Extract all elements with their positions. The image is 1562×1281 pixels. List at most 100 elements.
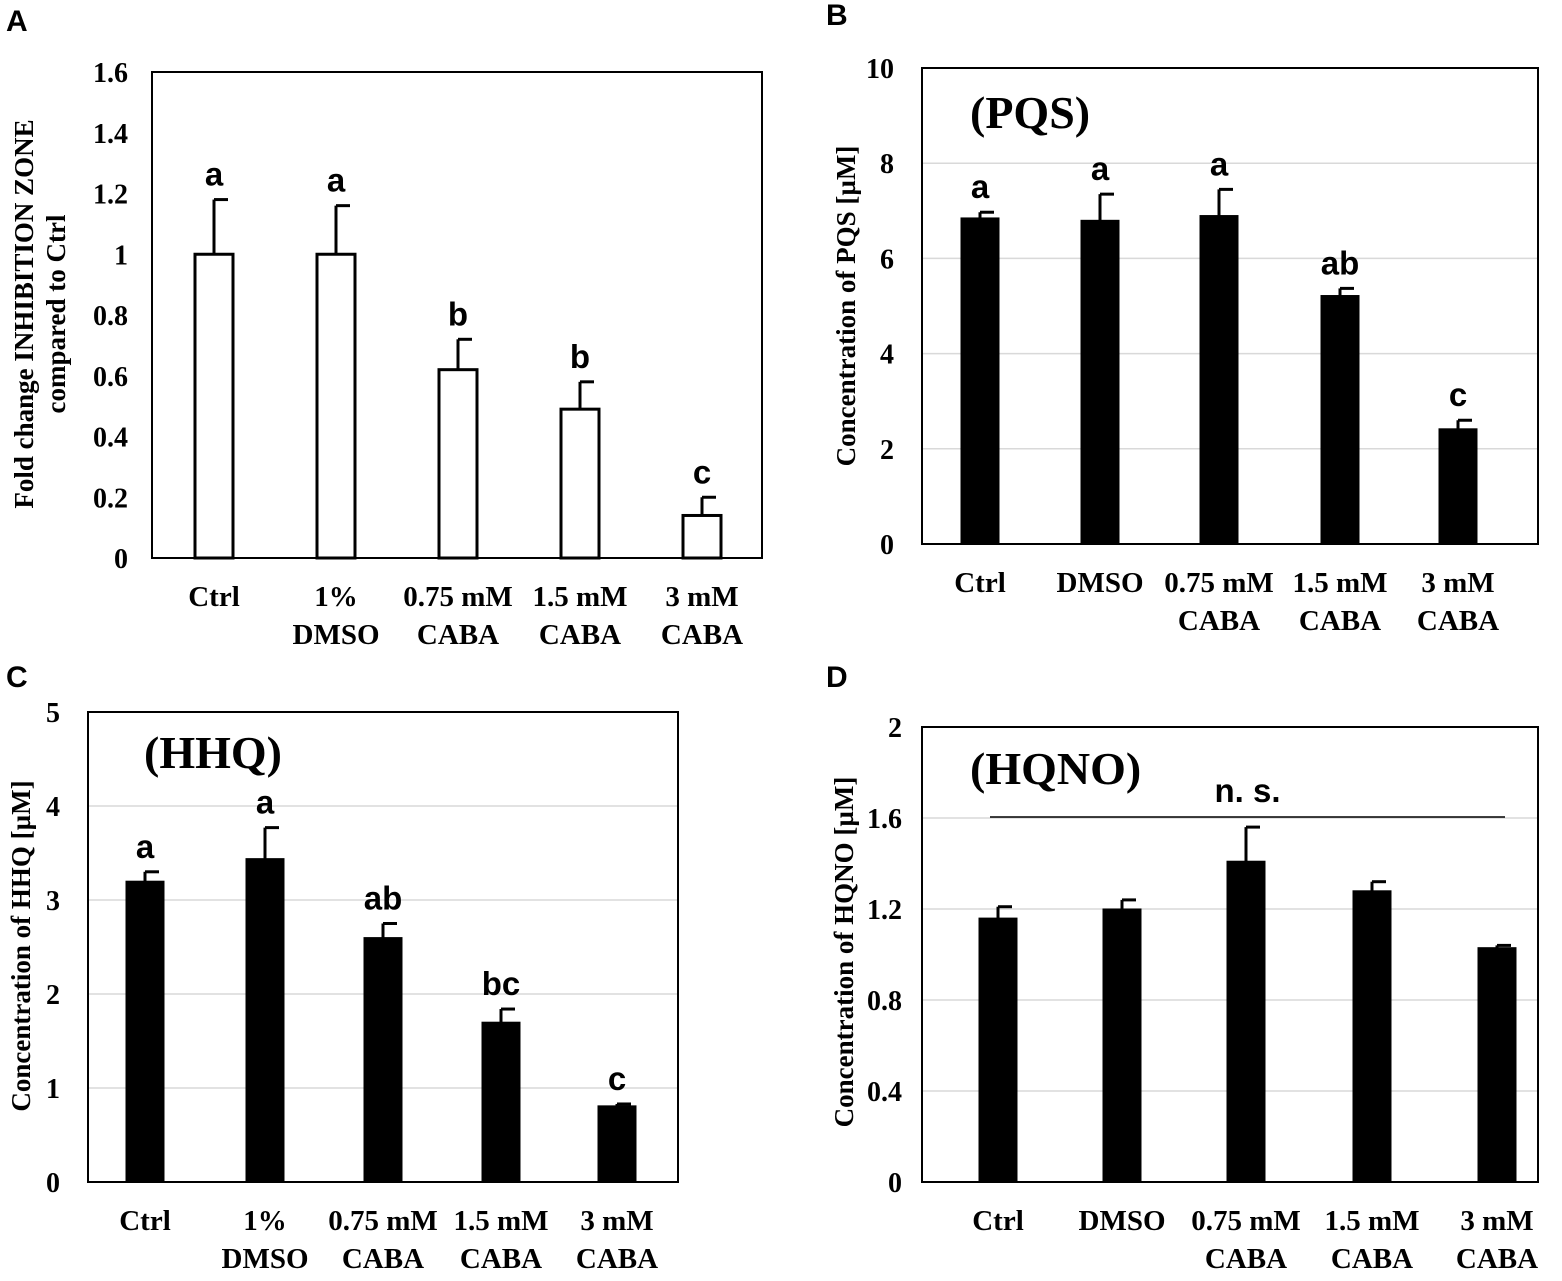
panel-d: D 0 0.4 0.8 1.2 1.6 2 Concentration of HQNO [µM…	[826, 661, 1539, 1275]
y-tick-label: 0.4	[867, 1077, 902, 1108]
y-tick-label: 1.2	[867, 895, 902, 926]
bar	[125, 880, 165, 1183]
significance-letter: b	[570, 338, 590, 375]
x-tick-label: 1.5 mM	[1292, 567, 1387, 599]
y-tick-label: 4	[880, 340, 894, 371]
y-tick-label: 10	[866, 54, 894, 85]
y-axis-label-line: Concentration of HQNO [µM]	[829, 777, 859, 1128]
significance-letter: c	[1449, 376, 1467, 413]
significance-letter: bc	[482, 965, 521, 1002]
bar	[1199, 215, 1239, 545]
y-axis-label-line: Concentration of PQS [µM]	[831, 146, 861, 467]
bar	[481, 1021, 521, 1183]
bar	[1320, 295, 1360, 545]
chart-title: (HHQ)	[144, 727, 282, 778]
y-tick-label: 1	[114, 240, 128, 271]
bar	[978, 917, 1018, 1183]
y-axis-label: Concentration of HHQ [µM]	[6, 780, 36, 1111]
significance-letter: a	[256, 784, 275, 821]
y-tick-label: 4	[46, 792, 60, 823]
y-tick-label: 1.6	[93, 58, 128, 89]
panel-label: B	[826, 0, 848, 32]
y-axis-label: Concentration of HQNO [µM]	[829, 777, 859, 1128]
significance-letter: a	[971, 168, 990, 205]
y-tick-label: 0.8	[867, 986, 902, 1017]
y-tick-label: 0.8	[93, 301, 128, 332]
x-tick-label: 3 mM	[665, 581, 738, 613]
x-tick-label: CABA	[539, 619, 621, 651]
x-tick-label: 1%	[243, 1205, 287, 1237]
x-tick-label: CABA	[661, 619, 743, 651]
y-axis-label: Fold change INHIBITION ZONE compared to C…	[9, 119, 71, 508]
panel-b: B 0 2 4 6 8 10 Concentration of PQS [µM] a Ctrl a D…	[826, 0, 1539, 637]
x-tick-label: Ctrl	[188, 581, 240, 613]
x-tick-label: 1%	[314, 581, 358, 613]
y-tick-label: 0.4	[93, 423, 128, 454]
significance-letter: a	[205, 156, 224, 193]
bar	[193, 252, 235, 560]
x-tick-label: 1.5 mM	[532, 581, 627, 613]
x-tick-label: 1.5 mM	[453, 1205, 548, 1237]
y-tick-label: 8	[880, 149, 894, 180]
x-tick-label: CABA	[1178, 605, 1260, 637]
x-tick-label: CABA	[460, 1243, 542, 1275]
bar	[1080, 219, 1120, 545]
significance-letter: c	[608, 1060, 626, 1097]
y-tick-label: 0	[888, 1168, 902, 1199]
x-tick-label: 0.75 mM	[403, 581, 513, 613]
y-axis-label: Concentration of PQS [µM]	[831, 146, 861, 467]
y-tick-label: 2	[46, 980, 60, 1011]
x-tick-label: 1.5 mM	[1324, 1205, 1419, 1237]
significance-annotation: n. s.	[1214, 772, 1280, 809]
x-tick-label: CABA	[1456, 1243, 1538, 1275]
x-tick-label: CABA	[1299, 605, 1381, 637]
y-tick-label: 5	[46, 698, 60, 729]
x-tick-label: DMSO	[1079, 1205, 1166, 1237]
x-tick-label: 0.75 mM	[328, 1205, 438, 1237]
y-axis-label-line: Concentration of HHQ [µM]	[6, 780, 36, 1111]
x-tick-label: 0.75 mM	[1191, 1205, 1301, 1237]
bar	[1438, 428, 1478, 545]
significance-letter: b	[448, 295, 468, 332]
bar	[1352, 890, 1392, 1183]
bar	[315, 252, 357, 560]
y-axis-label-line: compared to Ctrl	[41, 214, 71, 413]
y-tick-label: 6	[880, 244, 894, 275]
bar	[245, 858, 285, 1183]
y-tick-label: 0.2	[93, 483, 128, 514]
y-tick-label: 0	[46, 1168, 60, 1199]
y-tick-label: 2	[880, 435, 894, 466]
x-tick-label: Ctrl	[954, 567, 1006, 599]
y-tick-label: 1.2	[93, 180, 128, 211]
x-tick-label: CABA	[417, 619, 499, 651]
panel-label: C	[6, 661, 28, 694]
y-tick-label: 2	[888, 713, 902, 744]
significance-letter: ab	[364, 880, 403, 917]
bar	[363, 937, 403, 1183]
chart-title: (PQS)	[970, 87, 1090, 138]
bar	[437, 368, 479, 560]
x-tick-label: CABA	[342, 1243, 424, 1275]
x-tick-label: CABA	[576, 1243, 658, 1275]
x-tick-label: CABA	[1417, 605, 1499, 637]
y-tick-label: 3	[46, 886, 60, 917]
bar	[559, 407, 601, 560]
y-axis-label-line: Fold change INHIBITION ZONE	[9, 119, 39, 508]
bar	[1226, 860, 1266, 1183]
y-tick-label: 0	[114, 544, 128, 575]
x-tick-label: DMSO	[222, 1243, 309, 1275]
panel-label: D	[826, 661, 848, 694]
bar	[1102, 908, 1142, 1183]
y-tick-label: 1	[46, 1074, 60, 1105]
x-tick-label: 0.75 mM	[1164, 567, 1274, 599]
y-tick-label: 1.6	[867, 804, 902, 835]
panel-label: A	[6, 5, 28, 38]
y-tick-label: 1.4	[93, 119, 128, 150]
panel-c: C 0 1 2 3 4 5 Concentration of HHQ [µM] a Ctrl a 1%…	[6, 661, 679, 1275]
y-tick-label: 0	[880, 530, 894, 561]
x-tick-label: CABA	[1331, 1243, 1413, 1275]
x-tick-label: CABA	[1205, 1243, 1287, 1275]
bar	[597, 1105, 637, 1183]
x-tick-label: 3 mM	[1460, 1205, 1533, 1237]
